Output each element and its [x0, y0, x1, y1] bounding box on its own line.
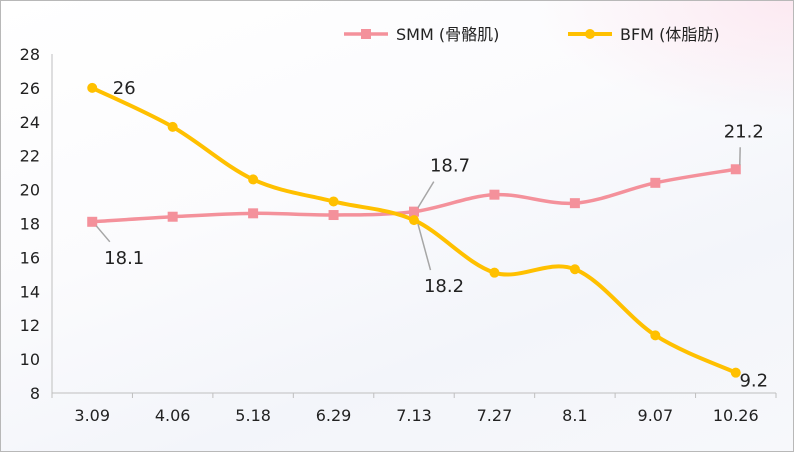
data-label: 26: [113, 78, 136, 99]
x-tick-label: 8.1: [562, 406, 587, 425]
x-tick-label: 4.06: [155, 406, 191, 425]
data-label: 9.2: [739, 371, 768, 392]
y-tick-label: 10: [20, 350, 40, 369]
x-tick-label: 5.18: [235, 406, 271, 425]
smm-marker: [570, 198, 580, 208]
smm-marker: [329, 210, 339, 220]
y-tick-label: 8: [30, 384, 40, 403]
y-tick-label: 16: [20, 248, 40, 267]
y-tick-label: 12: [20, 316, 40, 335]
series-line-bfm: [92, 88, 736, 373]
y-tick-label: 22: [20, 147, 40, 166]
smm-marker: [489, 190, 499, 200]
x-tick-label: 9.07: [638, 406, 674, 425]
bfm-marker: [489, 268, 499, 278]
bfm-marker: [87, 83, 97, 93]
bfm-marker: [168, 122, 178, 132]
x-tick-label: 7.13: [396, 406, 432, 425]
smm-marker: [168, 212, 178, 222]
data-label: 21.2: [724, 121, 764, 142]
bfm-marker: [409, 215, 419, 225]
x-tick-label: 6.29: [316, 406, 352, 425]
data-label: 18.7: [430, 156, 470, 177]
smm-marker: [650, 178, 660, 188]
data-label-leader: [418, 182, 434, 208]
x-tick-label: 3.09: [74, 406, 110, 425]
y-tick-label: 14: [20, 282, 40, 301]
legend-label: SMM (骨骼肌): [396, 25, 499, 44]
legend-marker-square: [361, 29, 371, 39]
data-label: 18.2: [424, 276, 464, 297]
smm-marker: [731, 164, 741, 174]
y-tick-label: 28: [20, 45, 40, 64]
y-tick-label: 26: [20, 79, 40, 98]
data-label-leader: [96, 226, 110, 242]
y-tick-label: 18: [20, 215, 40, 234]
y-tick-label: 24: [20, 113, 40, 132]
x-tick-label: 7.27: [477, 406, 513, 425]
legend-label: BFM (体脂肪): [620, 25, 720, 44]
y-tick-label: 20: [20, 181, 40, 200]
legend-marker-circle: [585, 29, 595, 39]
bfm-marker: [650, 330, 660, 340]
data-label-leader: [418, 224, 431, 270]
smm-marker: [248, 208, 258, 218]
x-tick-label: 10.26: [713, 406, 759, 425]
bfm-marker: [248, 174, 258, 184]
bfm-marker: [570, 264, 580, 274]
bfm-marker: [329, 196, 339, 206]
smm-marker: [87, 217, 97, 227]
data-label: 18.1: [104, 248, 144, 269]
